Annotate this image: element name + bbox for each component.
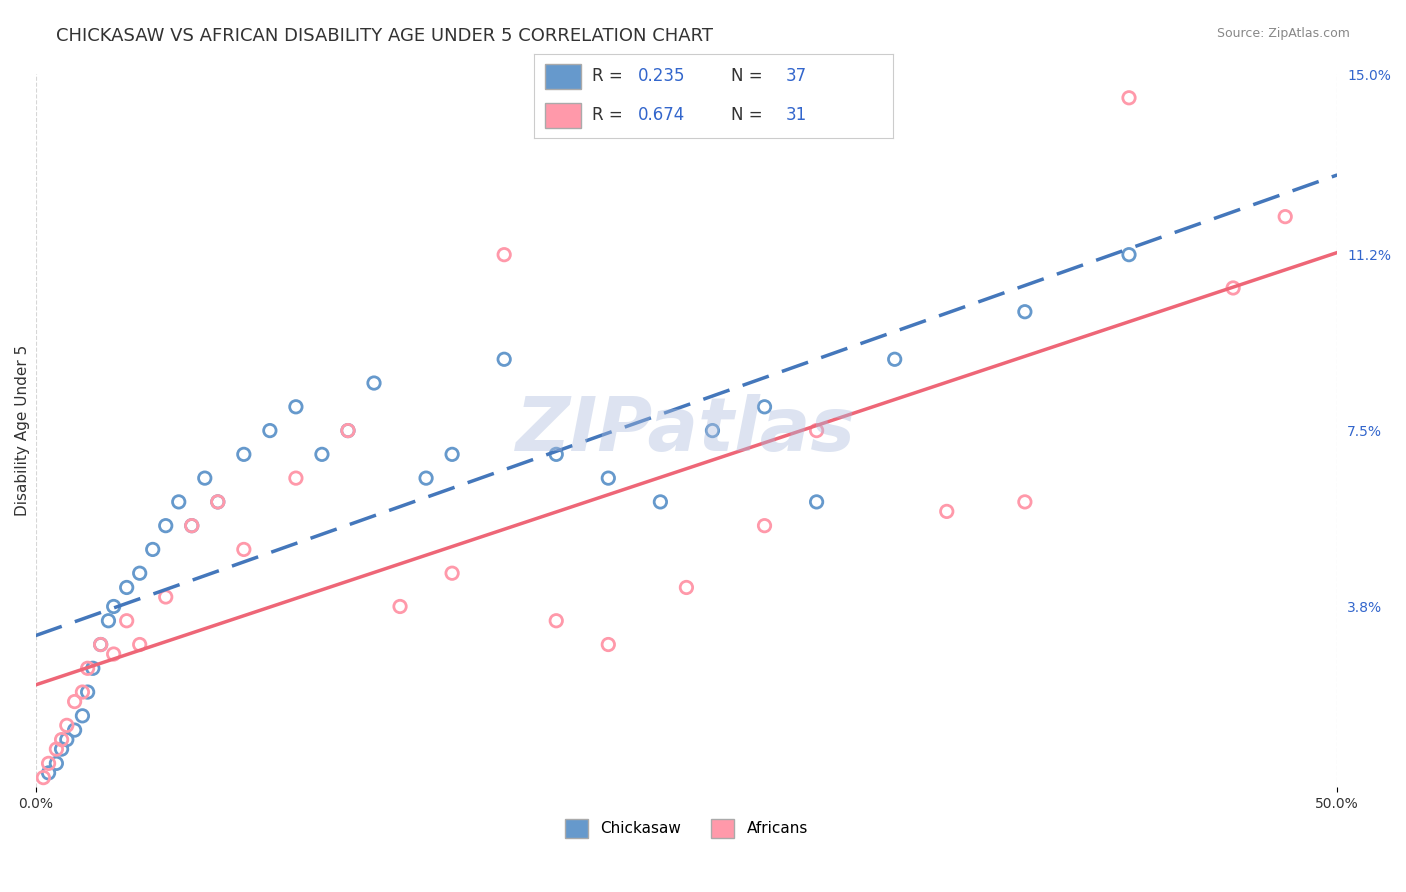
Point bbox=[935, 504, 957, 518]
Point bbox=[115, 614, 138, 628]
Point bbox=[45, 742, 67, 756]
Text: N =: N = bbox=[731, 106, 768, 124]
Point bbox=[883, 352, 905, 367]
Text: R =: R = bbox=[592, 106, 627, 124]
Point bbox=[38, 756, 60, 771]
Point bbox=[115, 581, 138, 595]
Text: 31: 31 bbox=[785, 106, 807, 124]
Point bbox=[38, 765, 60, 780]
Point bbox=[76, 661, 98, 675]
Point bbox=[90, 638, 112, 652]
Point bbox=[56, 718, 79, 732]
Point bbox=[415, 471, 437, 485]
Point bbox=[754, 400, 776, 414]
Point bbox=[180, 518, 202, 533]
Point bbox=[45, 756, 67, 771]
Point bbox=[155, 590, 177, 604]
Point bbox=[363, 376, 385, 390]
Point bbox=[806, 424, 828, 438]
Point bbox=[167, 495, 190, 509]
Point bbox=[51, 742, 73, 756]
Point bbox=[494, 352, 516, 367]
Text: ZIPatlas: ZIPatlas bbox=[516, 394, 856, 467]
Text: 37: 37 bbox=[785, 68, 807, 86]
FancyBboxPatch shape bbox=[546, 103, 581, 128]
Point bbox=[284, 471, 307, 485]
Text: N =: N = bbox=[731, 68, 768, 86]
Point bbox=[194, 471, 217, 485]
Point bbox=[389, 599, 412, 614]
Point bbox=[546, 614, 568, 628]
Y-axis label: Disability Age Under 5: Disability Age Under 5 bbox=[15, 345, 30, 516]
FancyBboxPatch shape bbox=[546, 63, 581, 89]
Point bbox=[128, 566, 150, 581]
Point bbox=[1014, 495, 1036, 509]
Point bbox=[441, 447, 464, 461]
Point bbox=[754, 518, 776, 533]
Point bbox=[311, 447, 333, 461]
Point bbox=[441, 566, 464, 581]
Point bbox=[284, 400, 307, 414]
Point bbox=[97, 614, 120, 628]
Text: 0.235: 0.235 bbox=[638, 68, 686, 86]
Point bbox=[63, 695, 86, 709]
Point bbox=[180, 518, 202, 533]
Point bbox=[155, 518, 177, 533]
Point bbox=[76, 685, 98, 699]
Point bbox=[598, 638, 620, 652]
Point bbox=[702, 424, 724, 438]
Point bbox=[650, 495, 672, 509]
Point bbox=[675, 581, 697, 595]
Point bbox=[63, 723, 86, 737]
Point bbox=[82, 661, 104, 675]
Legend: Chickasaw, Africans: Chickasaw, Africans bbox=[558, 813, 814, 844]
Text: CHICKASAW VS AFRICAN DISABILITY AGE UNDER 5 CORRELATION CHART: CHICKASAW VS AFRICAN DISABILITY AGE UNDE… bbox=[56, 27, 713, 45]
Point bbox=[232, 447, 254, 461]
Point bbox=[1274, 210, 1296, 224]
Point bbox=[1118, 91, 1140, 105]
Point bbox=[806, 495, 828, 509]
Point bbox=[336, 424, 359, 438]
Point bbox=[207, 495, 229, 509]
Point bbox=[494, 248, 516, 262]
Point bbox=[90, 638, 112, 652]
Point bbox=[1118, 248, 1140, 262]
Point bbox=[1014, 304, 1036, 318]
Point bbox=[103, 647, 125, 661]
Point bbox=[32, 771, 55, 785]
Point bbox=[336, 424, 359, 438]
Point bbox=[1222, 281, 1244, 295]
Point bbox=[56, 732, 79, 747]
Point bbox=[546, 447, 568, 461]
Point bbox=[72, 709, 94, 723]
Text: R =: R = bbox=[592, 68, 627, 86]
Text: 0.674: 0.674 bbox=[638, 106, 686, 124]
Point bbox=[598, 471, 620, 485]
Point bbox=[72, 685, 94, 699]
Point bbox=[128, 638, 150, 652]
Point bbox=[142, 542, 165, 557]
Point bbox=[207, 495, 229, 509]
Point bbox=[232, 542, 254, 557]
Point bbox=[51, 732, 73, 747]
Text: Source: ZipAtlas.com: Source: ZipAtlas.com bbox=[1216, 27, 1350, 40]
Point bbox=[103, 599, 125, 614]
Point bbox=[259, 424, 281, 438]
